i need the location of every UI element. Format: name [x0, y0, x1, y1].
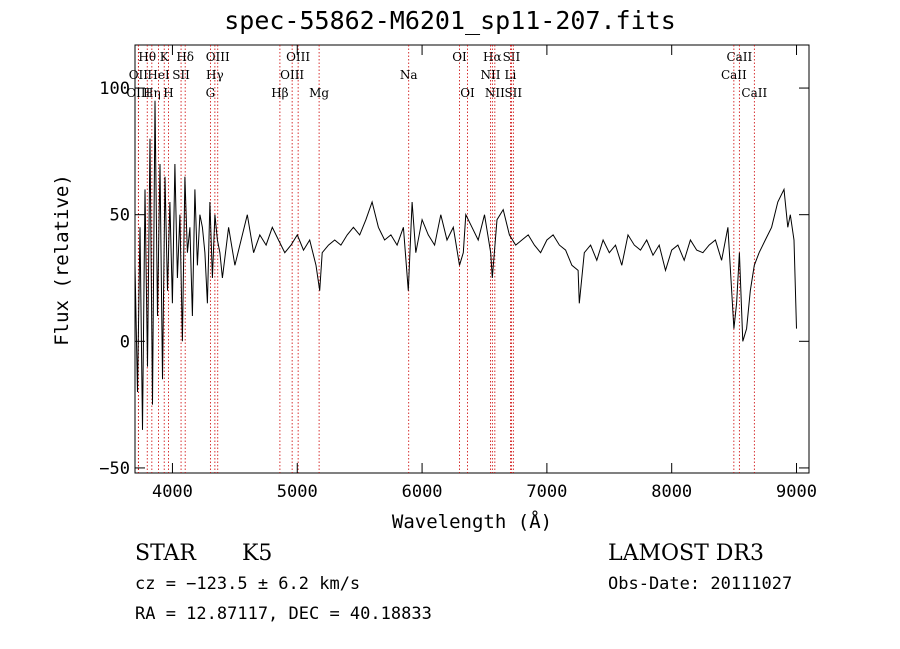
line-marker-label: OI — [452, 50, 467, 64]
line-marker-label: OII — [129, 68, 149, 82]
y-tick-label: −50 — [99, 459, 130, 479]
survey-name: LAMOST DR3 — [608, 541, 764, 566]
line-marker-label: OIII — [280, 68, 304, 82]
line-marker-label: H — [163, 86, 173, 100]
coordinates: RA = 12.87117, DEC = 40.18833 — [135, 604, 432, 624]
line-marker-label: HeI — [147, 68, 170, 82]
line-marker-label: CaII — [721, 68, 747, 82]
x-axis-ticks: 4000 5000 6000 7000 8000 9000 — [152, 45, 817, 502]
line-marker-label: Hθ — [138, 50, 156, 64]
y-axis-ticks: −50 0 50 100 — [99, 79, 809, 479]
y-tick-label: 100 — [99, 79, 130, 99]
spectrum-series — [134, 100, 797, 430]
x-tick-label: 7000 — [526, 482, 567, 502]
line-marker-label: OI — [460, 86, 475, 100]
observation-date: Obs-Date: 20111027 — [608, 574, 793, 594]
line-marker-label: Hα — [483, 50, 502, 64]
x-tick-label: 6000 — [402, 482, 443, 502]
line-marker-label: Hη — [143, 86, 161, 100]
y-axis-label: Flux (relative) — [51, 174, 73, 346]
y-tick-label: 50 — [110, 206, 130, 226]
x-tick-label: 9000 — [776, 482, 817, 502]
line-marker-label: NII — [485, 86, 505, 100]
line-marker-label: SII — [172, 68, 190, 82]
line-marker-label: CaII — [726, 50, 752, 64]
line-marker-label: Hβ — [271, 86, 288, 100]
line-marker-label: NII — [480, 68, 500, 82]
line-marker-label: OIII — [126, 86, 150, 100]
redshift-value: cz = −123.5 ± 6.2 km/s — [135, 574, 361, 594]
spectrum-line — [134, 100, 797, 430]
x-tick-label: 5000 — [277, 482, 318, 502]
spectral-subclass: K5 — [242, 541, 273, 566]
x-tick-label: 4000 — [152, 482, 193, 502]
object-class: STAR — [135, 541, 196, 566]
line-marker-label: Li — [505, 68, 517, 82]
axes-frame — [134, 44, 810, 474]
line-marker-label: SII — [504, 86, 522, 100]
chart-title: spec-55862-M6201_sp11-207.fits — [224, 6, 676, 35]
y-tick-label: 0 — [120, 332, 130, 352]
line-marker-label: K — [160, 50, 170, 64]
line-marker-label: G — [206, 86, 216, 100]
line-marker-label: CaII — [741, 86, 767, 100]
x-tick-label: 8000 — [651, 482, 692, 502]
x-axis-label: Wavelength (Å) — [392, 510, 552, 533]
line-marker-label: OIII — [206, 50, 230, 64]
line-marker-label: Hγ — [206, 68, 224, 82]
line-marker-label: Na — [400, 68, 418, 82]
line-marker-label: OIII — [286, 50, 310, 64]
line-marker-label: Mg — [309, 86, 329, 100]
line-marker-label: SII — [503, 50, 521, 64]
line-marker-label: Hδ — [176, 50, 194, 64]
